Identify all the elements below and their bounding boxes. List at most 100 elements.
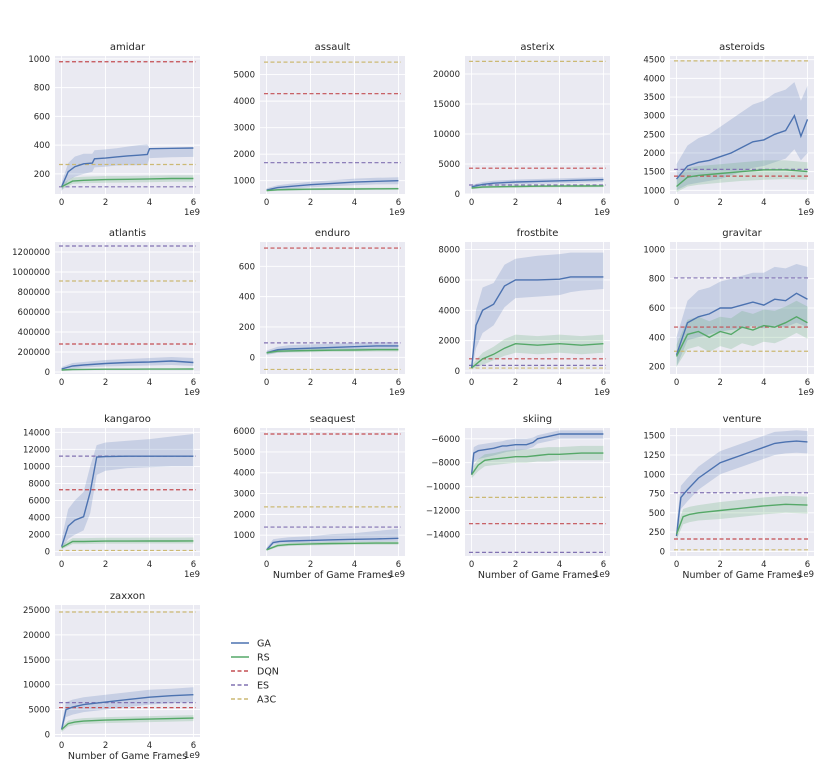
- panel-title: seaquest: [310, 414, 356, 425]
- x-tick-label: 0: [674, 378, 679, 388]
- line-RS: [61, 177, 194, 188]
- x-tick-label: 0: [469, 378, 474, 388]
- y-tick-label: 0: [455, 190, 460, 200]
- y-tick-label: 10000: [23, 462, 50, 472]
- y-tick-label: 750: [649, 490, 665, 500]
- x-tick-label: 2: [103, 741, 108, 751]
- y-tick-label: 600: [239, 262, 255, 272]
- line-GA: [470, 433, 604, 475]
- panel-title: assault: [315, 42, 351, 53]
- panel-title: venture: [723, 414, 762, 425]
- y-tick-label: 600: [34, 112, 50, 122]
- panel-title: asterix: [520, 42, 554, 53]
- x-axis-label: Number of Game Frames: [682, 570, 801, 581]
- x-tick-label: 4: [352, 378, 357, 388]
- y-tick-label: 20000: [23, 631, 50, 641]
- line-GA: [60, 147, 194, 188]
- line-RS: [266, 349, 399, 354]
- line-GA: [470, 276, 604, 368]
- x-tick-label: 0: [59, 560, 64, 570]
- y-tick-label: −6000: [431, 435, 460, 445]
- y-tick-label: 2500: [643, 130, 665, 140]
- line-RS: [675, 316, 808, 357]
- panel-title: skiing: [523, 414, 552, 425]
- line-GA: [266, 180, 399, 191]
- y-tick-label: 0: [455, 367, 460, 377]
- y-tick-label: 0: [660, 547, 665, 557]
- x-tick-label: 4: [147, 198, 152, 208]
- x-exponent-label: 1e9: [594, 570, 610, 580]
- x-exponent-label: 1e9: [389, 388, 405, 398]
- x-exponent-label: 1e9: [389, 570, 405, 580]
- y-tick-label: 6000: [438, 276, 460, 286]
- y-tick-label: −10000: [426, 483, 460, 493]
- y-tick-label: −14000: [426, 530, 460, 540]
- line-RS: [266, 188, 399, 192]
- line-GA: [60, 694, 194, 730]
- x-tick-label: 6: [191, 741, 196, 751]
- x-tick-label: 2: [308, 560, 313, 570]
- y-tick-label: −12000: [426, 507, 460, 517]
- panel-title: frostbite: [517, 228, 559, 239]
- x-tick-label: 0: [264, 378, 269, 388]
- x-exponent-label: 1e9: [184, 208, 200, 218]
- x-exponent-label: 1e9: [184, 388, 200, 398]
- x-tick-label: 6: [805, 378, 810, 388]
- plot-area: [670, 428, 814, 556]
- x-tick-label: 4: [761, 560, 766, 570]
- legend-label-DQN: DQN: [257, 667, 279, 678]
- x-tick-label: 4: [557, 378, 562, 388]
- y-tick-label: 400: [34, 141, 50, 151]
- plot-area: [260, 56, 405, 194]
- band-GA: [676, 82, 808, 191]
- y-tick-label: 2000: [643, 149, 665, 159]
- line-GA: [675, 292, 808, 356]
- y-tick-label: 600: [649, 304, 665, 314]
- y-tick-label: 200: [34, 170, 50, 180]
- band-RS: [676, 300, 808, 367]
- y-tick-label: 10000: [23, 681, 50, 691]
- line-GA: [471, 178, 604, 188]
- panel-title: enduro: [315, 228, 350, 239]
- y-tick-label: 6000: [28, 497, 50, 507]
- x-tick-label: 0: [674, 560, 679, 570]
- x-tick-label: 4: [557, 560, 562, 570]
- x-tick-label: 6: [601, 378, 606, 388]
- line-RS: [266, 542, 399, 551]
- y-tick-label: 4000: [233, 469, 255, 479]
- y-tick-label: 600000: [18, 308, 50, 318]
- x-tick-label: 6: [191, 378, 196, 388]
- line-RS: [471, 185, 604, 189]
- y-tick-label: 5000: [28, 706, 50, 716]
- y-tick-label: 2000: [233, 150, 255, 160]
- x-tick-label: 6: [601, 560, 606, 570]
- x-tick-label: 2: [103, 378, 108, 388]
- y-tick-label: 12000: [23, 445, 50, 455]
- x-tick-label: 6: [396, 198, 401, 208]
- line-RS: [471, 342, 604, 369]
- y-tick-label: 1500: [643, 432, 665, 442]
- panel-title: amidar: [110, 42, 146, 53]
- band-GA: [61, 434, 194, 550]
- x-tick-label: 2: [513, 560, 518, 570]
- x-exponent-label: 1e9: [798, 570, 814, 580]
- y-tick-label: 0: [45, 368, 50, 378]
- panel-atlantis: 0 200000 400000 600000 800000 1000000 1200000 0…: [12, 228, 200, 398]
- plot-area: [465, 56, 610, 194]
- x-tick-label: 6: [396, 560, 401, 570]
- band-RS: [676, 495, 808, 540]
- y-tick-label: 4500: [643, 56, 665, 66]
- panel-title: atlantis: [109, 228, 146, 239]
- x-tick-label: 0: [469, 198, 474, 208]
- y-tick-label: 10000: [433, 130, 460, 140]
- y-tick-label: 15000: [433, 100, 460, 110]
- y-tick-label: 200000: [18, 348, 50, 358]
- y-tick-label: 3000: [233, 124, 255, 134]
